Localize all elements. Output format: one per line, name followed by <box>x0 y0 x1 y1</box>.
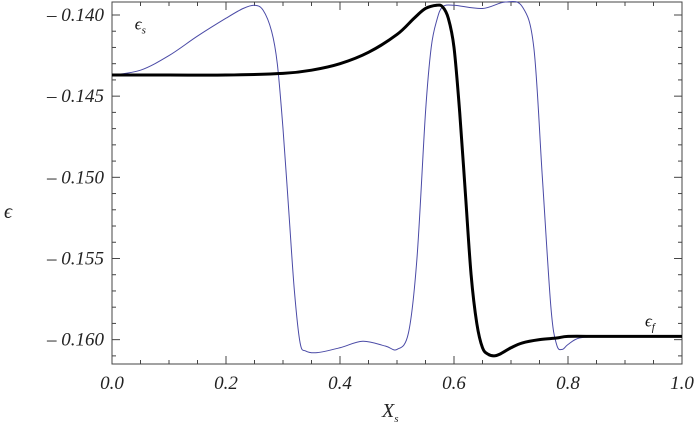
x-tick-label: 0.2 <box>214 373 238 394</box>
x-axis-label-sub: s <box>394 413 398 425</box>
y-tick-label: – 0.155 <box>46 248 104 269</box>
y-tick-label: – 0.150 <box>46 167 105 188</box>
series-line-0 <box>111 0 682 354</box>
y-tick-label: – 0.145 <box>46 86 104 107</box>
x-tick-label: 0.6 <box>442 373 466 394</box>
y-tick-label: – 0.160 <box>46 330 105 351</box>
series-layer <box>111 0 682 358</box>
x-axis-label-main: X <box>381 400 395 422</box>
y-axis-label: ϵ <box>4 201 13 223</box>
series-line-1 <box>112 3 682 358</box>
annotation-layer: ϵs ϵf <box>135 15 657 334</box>
x-tick-label: 0.8 <box>556 373 580 394</box>
x-axis: 0.0 0.2 0.4 0.6 0.8 1.0 <box>100 2 694 394</box>
x-tick-label: 0.4 <box>328 373 352 394</box>
y-axis: – 0.160 – 0.155 – 0.150 – 0.145 – 0.140 <box>46 5 682 357</box>
x-tick-label: 1.0 <box>670 373 694 394</box>
y-tick-label: – 0.140 <box>46 5 105 26</box>
x-tick-label: 0.0 <box>100 373 124 394</box>
annotation-0: ϵs <box>135 15 146 37</box>
annotation-1: ϵf <box>645 312 657 334</box>
plot-frame <box>111 1 683 365</box>
x-axis-label: Xs <box>381 400 399 425</box>
